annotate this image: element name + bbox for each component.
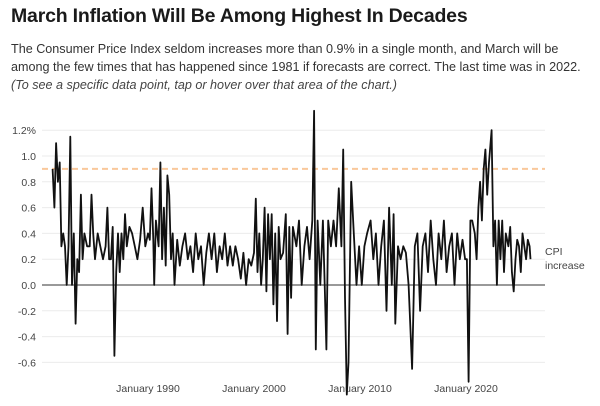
interaction-note: (To see a specific data point, tap or ho… bbox=[11, 78, 397, 92]
y-tick-label: 1.0 bbox=[21, 151, 36, 163]
x-tick-label: January 2000 bbox=[222, 383, 286, 395]
y-tick-label: -0.6 bbox=[18, 357, 36, 369]
chart-title: March Inflation Will Be Among Highest In… bbox=[11, 5, 468, 27]
y-tick-label: 0.4 bbox=[21, 228, 36, 240]
y-tick-label: -0.4 bbox=[18, 332, 36, 344]
y-tick-label: -0.2 bbox=[18, 306, 36, 318]
series-label: CPI bbox=[545, 246, 563, 258]
y-tick-label: 0.2 bbox=[21, 254, 36, 266]
y-tick-label: 0.6 bbox=[21, 203, 36, 215]
series-line-cpi-increase[interactable] bbox=[51, 109, 532, 396]
x-axis-ticks: January 1990 January 2000 January 2010 Janu… bbox=[116, 383, 498, 395]
x-tick-label: January 2020 bbox=[434, 383, 498, 395]
chart-description: The Consumer Price Index seldom increase… bbox=[11, 40, 596, 94]
x-tick-label: January 1990 bbox=[116, 383, 180, 395]
description-text: The Consumer Price Index seldom increase… bbox=[11, 42, 581, 74]
y-tick-label: 0.8 bbox=[21, 177, 36, 189]
y-tick-label: 0.0 bbox=[21, 280, 36, 292]
x-tick-label: January 2010 bbox=[328, 383, 392, 395]
y-axis-ticks: 1.2% 1.0 0.8 0.6 0.4 0.2 0.0 -0.2 -0.4 -0.6 bbox=[12, 125, 36, 369]
y-tick-label: 1.2% bbox=[12, 125, 36, 137]
series-label-line2: increase bbox=[545, 260, 585, 272]
